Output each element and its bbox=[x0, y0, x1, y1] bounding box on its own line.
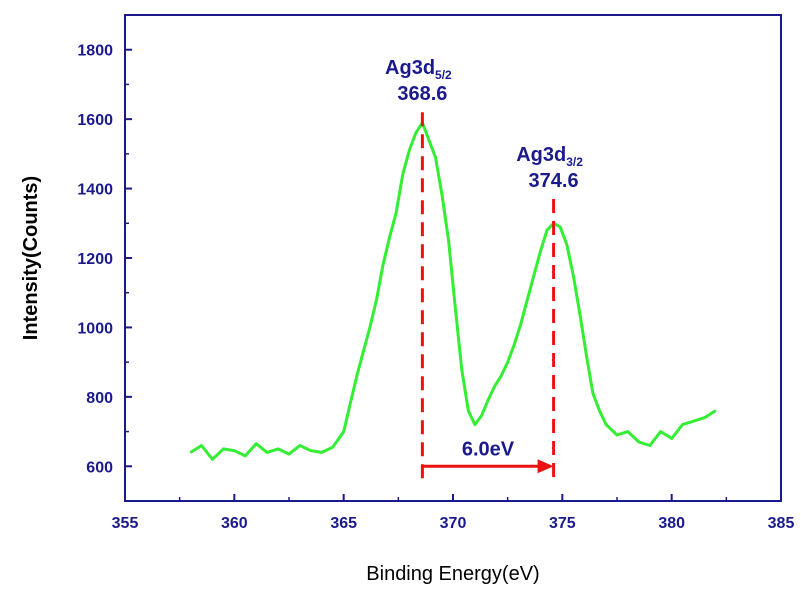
data-point bbox=[441, 194, 443, 197]
data-point bbox=[467, 409, 470, 412]
x-tick-label: 365 bbox=[330, 515, 357, 532]
x-tick-label: 380 bbox=[658, 515, 685, 532]
data-point bbox=[388, 236, 391, 238]
data-point bbox=[638, 441, 640, 443]
x-tick-label: 370 bbox=[440, 515, 467, 532]
data-point bbox=[526, 298, 529, 301]
peak-label: Ag3d5/2 bbox=[385, 57, 452, 82]
y-tick-label: 800 bbox=[86, 390, 113, 407]
data-point bbox=[546, 229, 548, 232]
plot-area-border bbox=[124, 14, 782, 502]
y-tick-label: 1000 bbox=[77, 320, 113, 337]
peak-label-main: Ag3d bbox=[385, 57, 435, 79]
x-tick-label: 355 bbox=[112, 515, 139, 532]
data-point bbox=[434, 156, 437, 159]
data-point bbox=[277, 448, 279, 450]
data-point bbox=[533, 274, 535, 277]
series-layer bbox=[189, 121, 717, 461]
data-point bbox=[703, 416, 706, 419]
data-point bbox=[592, 392, 594, 395]
data-point bbox=[299, 444, 301, 447]
data-point bbox=[395, 212, 397, 214]
data-point bbox=[487, 399, 489, 402]
data-point bbox=[616, 434, 618, 436]
plot-frame bbox=[124, 14, 782, 502]
data-point bbox=[627, 430, 629, 433]
data-point bbox=[714, 409, 717, 412]
data-point bbox=[565, 243, 568, 245]
series-line bbox=[189, 121, 717, 461]
data-point bbox=[513, 343, 516, 346]
data-point bbox=[382, 264, 384, 266]
peak-value: 374.6 bbox=[529, 170, 579, 192]
y-tick-label: 1800 bbox=[77, 43, 113, 60]
data-point bbox=[415, 132, 417, 134]
data-point bbox=[454, 305, 456, 308]
energy-gap-label: 6.0eV bbox=[462, 438, 515, 460]
data-point bbox=[598, 409, 601, 412]
data-point bbox=[362, 350, 365, 353]
data-point bbox=[585, 354, 588, 357]
data-point bbox=[244, 455, 247, 457]
peak-label-subscript: 3/2 bbox=[566, 155, 583, 169]
data-point bbox=[579, 312, 581, 315]
data-point bbox=[266, 451, 268, 454]
y-tick-label: 1400 bbox=[77, 182, 113, 199]
data-point bbox=[222, 448, 225, 450]
data-point bbox=[321, 451, 323, 454]
data-point bbox=[506, 361, 509, 363]
data-point bbox=[649, 444, 651, 447]
x-tick-label: 385 bbox=[768, 515, 795, 532]
y-tick-label: 1600 bbox=[77, 112, 113, 129]
data-point bbox=[474, 423, 476, 426]
data-point bbox=[288, 453, 290, 455]
data-point bbox=[428, 139, 430, 141]
data-point bbox=[500, 375, 502, 377]
data-point bbox=[369, 326, 371, 329]
data-point bbox=[460, 368, 463, 370]
peak-label-main: Ag3d bbox=[516, 144, 566, 166]
x-tick-label: 360 bbox=[221, 515, 248, 532]
data-point bbox=[342, 430, 345, 433]
y-tick-label: 600 bbox=[86, 459, 113, 476]
data-point bbox=[310, 449, 312, 452]
y-axis-ticks: 600 800 1000 1200 1400 1600 1800 bbox=[77, 43, 132, 502]
data-point bbox=[605, 423, 607, 426]
peak-label-subscript: 5/2 bbox=[435, 68, 452, 82]
data-point bbox=[539, 250, 542, 252]
data-point bbox=[681, 423, 684, 426]
data-point bbox=[200, 444, 203, 447]
data-point bbox=[401, 173, 404, 176]
data-point bbox=[255, 442, 257, 445]
data-point bbox=[447, 239, 450, 242]
data-point bbox=[519, 323, 522, 325]
arrow-head-icon bbox=[537, 459, 554, 474]
y-axis-title: Intensity(Counts) bbox=[20, 176, 42, 340]
peak-label: Ag3d3/2 bbox=[516, 144, 583, 169]
x-tick-label: 375 bbox=[549, 515, 576, 532]
data-point bbox=[572, 274, 575, 277]
data-point bbox=[480, 415, 483, 417]
x-axis-ticks: 355 360 365 370 375 380 385 bbox=[112, 494, 795, 532]
data-point bbox=[659, 430, 662, 433]
data-point bbox=[211, 458, 214, 461]
data-point bbox=[375, 298, 378, 301]
data-point bbox=[331, 446, 334, 448]
data-point bbox=[349, 403, 352, 405]
y-tick-label: 1200 bbox=[77, 251, 113, 268]
data-point bbox=[559, 225, 561, 228]
data-point bbox=[355, 375, 358, 377]
data-point bbox=[692, 420, 695, 422]
peak-value: 368.6 bbox=[397, 83, 447, 105]
data-point bbox=[189, 451, 192, 454]
x-axis-title: Binding Energy(eV) bbox=[366, 563, 539, 585]
data-point bbox=[493, 385, 496, 388]
data-point bbox=[670, 437, 673, 440]
data-point bbox=[408, 149, 411, 152]
data-point bbox=[233, 449, 236, 452]
